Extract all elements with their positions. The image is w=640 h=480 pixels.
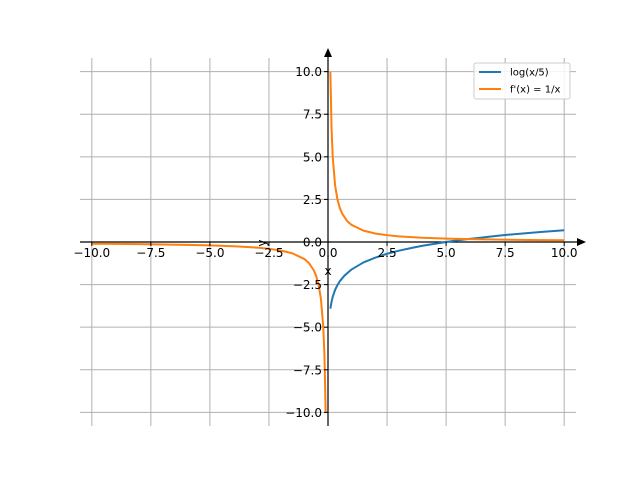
series-layer <box>91 71 565 413</box>
x-tick-label: 10.0 <box>551 246 578 260</box>
x-tick-label: 5.0 <box>437 246 456 260</box>
series-line-derivative <box>91 71 565 413</box>
y-tick-label: 0.0 <box>303 236 322 250</box>
y-tick-label: 5.0 <box>303 150 322 164</box>
y-axis-arrow <box>324 48 332 57</box>
y-tick-label: −5.0 <box>293 321 322 335</box>
tick-label-layer: −10.0 −7.5 −5.0 −2.5 0.0 2.5 5.0 7.5 10.0 −10.0 −7… <box>73 65 577 420</box>
x-axis-arrow <box>577 238 586 246</box>
legend-label-derivative: f'(x) = 1/x <box>510 85 560 96</box>
x-axis-label: x <box>324 264 331 278</box>
axes-layer <box>80 48 586 426</box>
x-tick-label: −5.0 <box>195 246 224 260</box>
legend: log(x/5) f'(x) = 1/x <box>473 62 571 100</box>
x-tick-label: −7.5 <box>136 246 165 260</box>
y-axis-label: y <box>255 239 269 246</box>
x-tick-label: 0.0 <box>318 246 337 260</box>
y-tick-label: −7.5 <box>293 363 322 377</box>
y-tick-label: 7.5 <box>303 108 322 122</box>
y-tick-label: −10.0 <box>285 406 322 420</box>
y-tick-label: 2.5 <box>303 193 322 207</box>
x-tick-label: 7.5 <box>496 246 515 260</box>
y-tick-label: 10.0 <box>295 65 322 79</box>
x-tick-label: −2.5 <box>254 246 283 260</box>
x-tick-label: −10.0 <box>73 246 110 260</box>
series-line-log <box>329 229 565 309</box>
x-tick-label: 2.5 <box>378 246 397 260</box>
legend-label-log: log(x/5) <box>510 68 549 79</box>
y-tick-label: −2.5 <box>293 278 322 292</box>
